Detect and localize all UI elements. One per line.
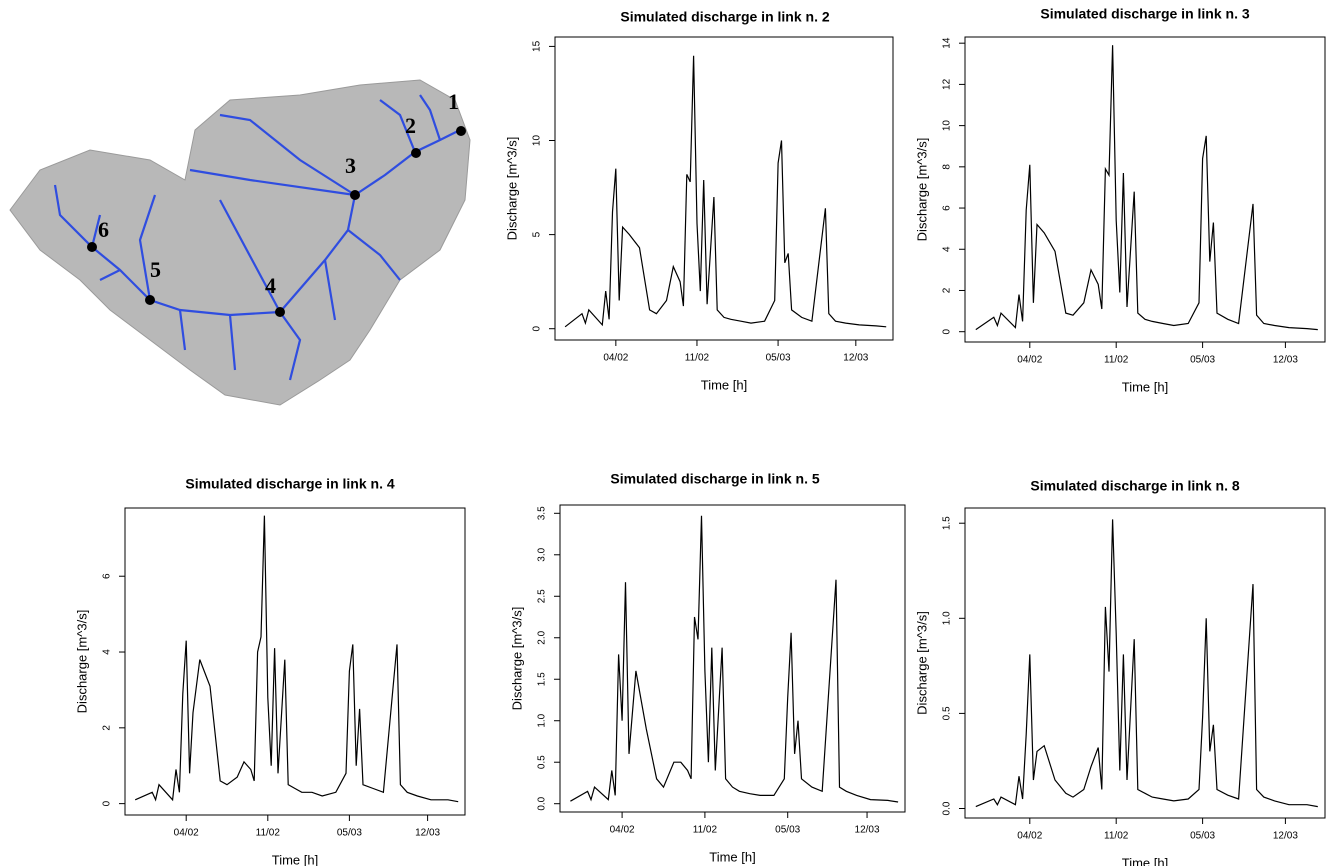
y-axis-label: Discharge [m^3/s] bbox=[914, 611, 929, 715]
y-tick-label: 3.5 bbox=[537, 506, 548, 520]
x-tick-label: 11/02 bbox=[685, 353, 710, 364]
gauge-point bbox=[456, 126, 466, 136]
gauge-point bbox=[350, 190, 360, 200]
y-tick-label: 4 bbox=[102, 649, 113, 655]
x-tick-label: 12/03 bbox=[1273, 355, 1298, 366]
y-tick-label: 1.0 bbox=[942, 611, 953, 625]
gauge-point bbox=[275, 307, 285, 317]
y-tick-label: 5 bbox=[532, 231, 543, 237]
y-tick-label: 0 bbox=[532, 325, 543, 331]
series-line bbox=[570, 516, 898, 802]
x-tick-label: 04/02 bbox=[603, 353, 628, 364]
plot-frame bbox=[125, 508, 465, 815]
x-tick-label: 04/02 bbox=[610, 825, 635, 836]
gauge-label: 2 bbox=[405, 113, 416, 138]
y-tick-label: 2.0 bbox=[537, 630, 548, 644]
y-tick-label: 0 bbox=[942, 328, 953, 334]
series-line bbox=[976, 45, 1318, 329]
x-axis-label: Time [h] bbox=[701, 377, 747, 392]
gauge-label: 6 bbox=[98, 217, 109, 242]
x-tick-label: 04/02 bbox=[1017, 831, 1042, 842]
x-axis-label: Time [h] bbox=[709, 849, 755, 864]
y-tick-label: 2 bbox=[942, 287, 953, 293]
basin-map bbox=[10, 80, 470, 405]
gauge-point bbox=[87, 242, 97, 252]
y-tick-label: 6 bbox=[102, 573, 113, 579]
x-axis-label: Time [h] bbox=[272, 852, 318, 866]
y-tick-label: 10 bbox=[942, 120, 953, 132]
x-tick-label: 11/02 bbox=[1104, 355, 1129, 366]
x-tick-label: 12/03 bbox=[1273, 831, 1298, 842]
series-line bbox=[565, 56, 886, 327]
x-tick-label: 11/02 bbox=[256, 828, 281, 839]
y-axis-label: Discharge [m^3/s] bbox=[504, 137, 519, 241]
y-tick-label: 12 bbox=[942, 78, 953, 90]
y-tick-label: 0.0 bbox=[942, 801, 953, 815]
y-tick-label: 0.0 bbox=[537, 796, 548, 810]
y-axis-label: Discharge [m^3/s] bbox=[914, 138, 929, 242]
x-tick-label: 05/03 bbox=[337, 828, 362, 839]
y-tick-label: 1.0 bbox=[537, 713, 548, 727]
y-tick-label: 14 bbox=[942, 37, 953, 49]
gauge-label: 5 bbox=[150, 257, 161, 282]
chart-title: Simulated discharge in link n. 2 bbox=[620, 9, 829, 25]
x-tick-label: 04/02 bbox=[1017, 355, 1042, 366]
y-tick-label: 8 bbox=[942, 164, 953, 170]
x-tick-label: 11/02 bbox=[1104, 831, 1129, 842]
chart-title: Simulated discharge in link n. 8 bbox=[1030, 478, 1239, 494]
x-tick-label: 12/03 bbox=[855, 825, 880, 836]
y-tick-label: 10 bbox=[532, 135, 543, 147]
chart-title: Simulated discharge in link n. 4 bbox=[185, 476, 394, 492]
figure: 123456Simulated discharge in link n. 2Ti… bbox=[0, 0, 1332, 866]
x-tick-label: 05/03 bbox=[766, 353, 791, 364]
x-tick-label: 05/03 bbox=[1190, 355, 1215, 366]
x-axis-label: Time [h] bbox=[1122, 855, 1168, 866]
y-tick-label: 15 bbox=[532, 40, 543, 52]
y-tick-label: 0 bbox=[102, 800, 113, 806]
gauge-label: 1 bbox=[448, 89, 459, 114]
series-line bbox=[135, 516, 458, 802]
series-line bbox=[976, 519, 1318, 806]
y-tick-label: 0.5 bbox=[537, 755, 548, 769]
y-tick-label: 1.5 bbox=[537, 672, 548, 686]
y-tick-label: 6 bbox=[942, 205, 953, 211]
y-tick-label: 4 bbox=[942, 246, 953, 252]
chart-title: Simulated discharge in link n. 5 bbox=[610, 471, 819, 487]
gauge-point bbox=[145, 295, 155, 305]
gauge-label: 4 bbox=[265, 273, 276, 298]
basin-outline bbox=[10, 80, 470, 405]
chart-title: Simulated discharge in link n. 3 bbox=[1040, 6, 1249, 22]
x-tick-label: 11/02 bbox=[693, 825, 718, 836]
x-tick-label: 12/03 bbox=[843, 353, 868, 364]
y-axis-label: Discharge [m^3/s] bbox=[509, 607, 524, 711]
plot-frame bbox=[560, 505, 905, 812]
gauge-label: 3 bbox=[345, 153, 356, 178]
y-tick-label: 0.5 bbox=[942, 706, 953, 720]
y-tick-label: 2 bbox=[102, 725, 113, 731]
x-tick-label: 04/02 bbox=[174, 828, 199, 839]
x-tick-label: 05/03 bbox=[775, 825, 800, 836]
gauge-point bbox=[411, 148, 421, 158]
y-tick-label: 3.0 bbox=[537, 547, 548, 561]
plot-frame bbox=[965, 508, 1325, 818]
x-tick-label: 05/03 bbox=[1190, 831, 1215, 842]
y-tick-label: 1.5 bbox=[942, 516, 953, 530]
x-tick-label: 12/03 bbox=[415, 828, 440, 839]
x-axis-label: Time [h] bbox=[1122, 379, 1168, 394]
y-axis-label: Discharge [m^3/s] bbox=[74, 610, 89, 714]
y-tick-label: 2.5 bbox=[537, 589, 548, 603]
